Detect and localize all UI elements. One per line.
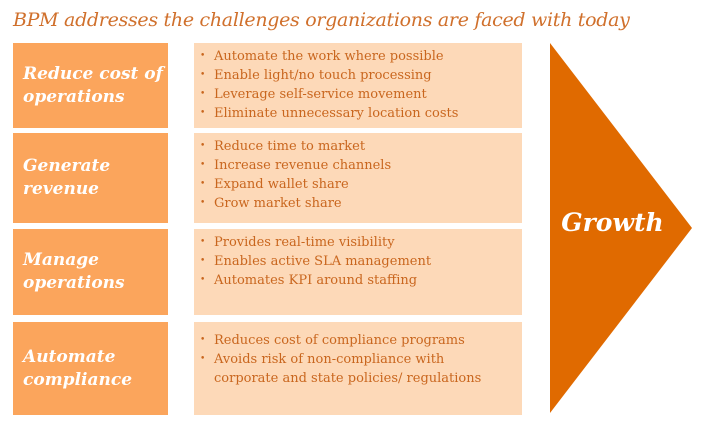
bullet-item: Eliminate unnecessary location costs [200, 104, 522, 123]
bullet-item: Provides real-time visibility [200, 233, 522, 252]
label-box-automate-compliance: Automate compliance [13, 322, 168, 415]
label-box-manage-operations: Manage operations [13, 229, 168, 315]
bullet-item: Automates KPI around staffing [200, 271, 522, 290]
label-text: Reduce cost of operations [23, 63, 163, 107]
bullet-item: Reduce time to market [200, 137, 522, 156]
label-box-generate-revenue: Generate revenue [13, 133, 168, 223]
bullet-item: Avoids risk of non-compliance with corpo… [200, 350, 500, 388]
detail-box-manage-operations: Provides real-time visibility Enables ac… [194, 229, 522, 315]
bullet-item: Expand wallet share [200, 175, 522, 194]
growth-arrow [550, 43, 692, 413]
bullet-item: Enable light/no touch processing [200, 66, 522, 85]
bullet-item: Leverage self-service movement [200, 85, 522, 104]
detail-box-generate-revenue: Reduce time to market Increase revenue c… [194, 133, 522, 223]
growth-label: Growth [561, 208, 664, 237]
bullet-item: Reduces cost of compliance programs [200, 331, 500, 350]
detail-box-automate-compliance: Reduces cost of compliance programs Avoi… [194, 322, 522, 415]
bullet-item: Grow market share [200, 194, 522, 213]
arrow-shape [550, 43, 692, 413]
bullet-item: Enables active SLA management [200, 252, 522, 271]
label-box-reduce-cost: Reduce cost of operations [13, 43, 168, 128]
label-text: Manage operations [23, 250, 125, 293]
detail-box-reduce-cost: Automate the work where possible Enable … [194, 43, 522, 128]
bullet-item: Automate the work where possible [200, 47, 522, 66]
label-text: Automate compliance [23, 346, 133, 390]
bullet-item: Increase revenue channels [200, 156, 522, 175]
label-text: Generate revenue [23, 156, 111, 199]
diagram-title: BPM addresses the challenges organizatio… [13, 9, 630, 31]
